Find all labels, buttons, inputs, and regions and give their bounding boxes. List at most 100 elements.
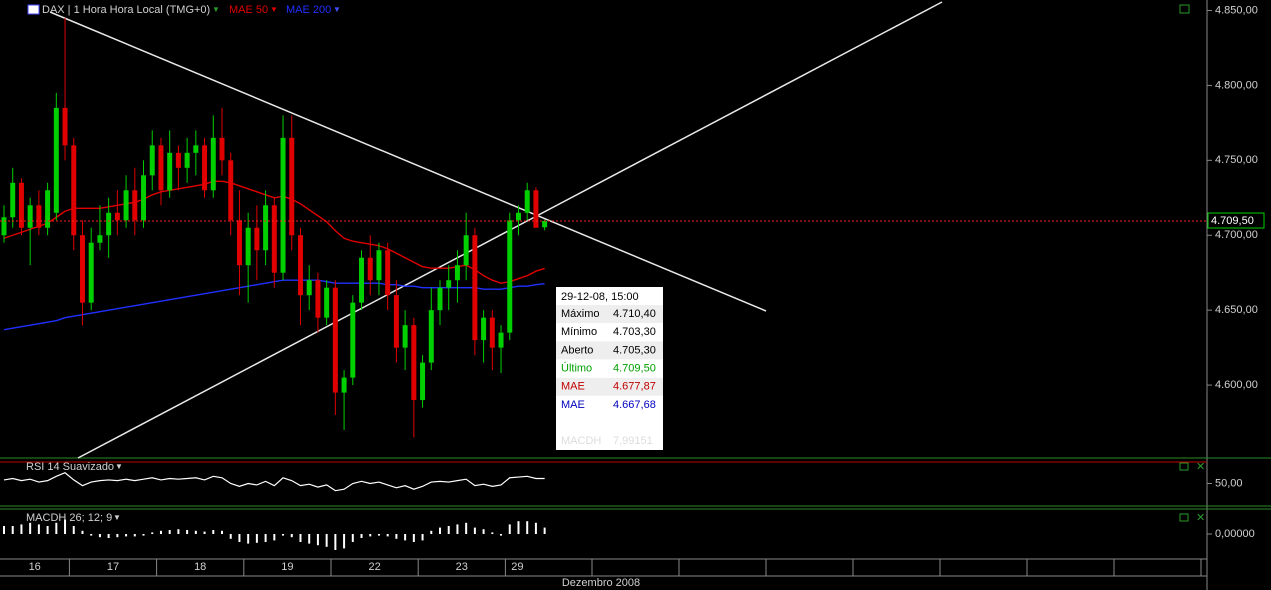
candle-body	[297, 235, 303, 296]
macd-bar	[404, 534, 407, 541]
macd-bar	[273, 534, 276, 541]
panel-button[interactable]	[1179, 462, 1189, 471]
macd-bar	[299, 534, 302, 542]
candle-body	[411, 325, 417, 401]
candle-body	[106, 212, 112, 236]
y-tick-label: 4.700,00	[1215, 229, 1258, 241]
legend-entry[interactable]: MAE 200	[286, 4, 331, 16]
tooltip-value: 4.667,68	[613, 399, 656, 411]
macd-bar	[534, 522, 537, 534]
macd-bar	[543, 527, 546, 534]
x-tick-label: 23	[456, 561, 468, 573]
y-tick-label: 4.850,00	[1215, 4, 1258, 16]
macd-bar	[473, 527, 476, 534]
macd-bar	[159, 530, 162, 534]
candle-body	[228, 160, 234, 221]
candle-body	[280, 137, 286, 273]
candle-body	[454, 265, 460, 281]
tooltip-row-bg	[556, 305, 663, 323]
candle-body	[45, 190, 51, 228]
tooltip-value: 4.710,40	[613, 308, 656, 320]
trend-line	[49, 11, 767, 312]
x-tick-label: 18	[194, 561, 206, 573]
tooltip-value: 4.703,30	[613, 326, 656, 338]
y-tick-label: 50,00	[1215, 477, 1243, 489]
candle-body	[27, 205, 33, 228]
macd-bar	[282, 534, 285, 536]
last-price-box	[1207, 212, 1265, 229]
tooltip-label: MAE	[561, 399, 585, 411]
legend-entry[interactable]: MAE 50	[229, 4, 268, 16]
macd-bar	[125, 534, 128, 537]
candle-body	[315, 280, 321, 318]
macd-bar	[229, 534, 232, 539]
candle-body	[79, 235, 85, 303]
dropdown-arrow[interactable]: ▼	[333, 5, 341, 14]
macd-bar	[308, 534, 311, 544]
panel-button[interactable]	[1179, 4, 1190, 14]
x-tick-label: 19	[281, 561, 293, 573]
tooltip-label: Mínimo	[561, 326, 597, 338]
dropdown-arrow[interactable]: ▼	[212, 5, 220, 14]
candle-body	[385, 250, 391, 296]
macd-bar	[456, 524, 459, 534]
macd-title[interactable]: MACDH 26; 12; 9	[26, 512, 112, 524]
chart-title[interactable]: DAX | 1 Hora Hora Local (TMG+0)	[42, 4, 210, 16]
macd-bar	[255, 534, 258, 543]
candle-body	[210, 137, 216, 191]
candle-body	[393, 295, 399, 348]
rsi-title[interactable]: RSI 14 Suavizado	[26, 461, 114, 473]
macd-bar	[343, 534, 346, 549]
tooltip-label: Aberto	[561, 344, 593, 356]
macd-bar	[212, 530, 215, 534]
tooltip-footer-value: 7,99151	[613, 435, 653, 447]
macd-bar	[465, 522, 468, 534]
macd-bar	[3, 526, 5, 534]
candle-body	[402, 325, 408, 348]
close-button[interactable]: ✕	[1196, 512, 1205, 524]
candle-body	[167, 152, 173, 191]
macd-bar	[116, 534, 119, 538]
dropdown-arrow[interactable]: ▼	[115, 462, 123, 471]
x-tick-label: 16	[29, 561, 41, 573]
panel-button[interactable]	[1179, 513, 1189, 522]
tooltip-time: 29-12-08, 15:00	[561, 291, 639, 303]
candle-body	[463, 235, 469, 266]
candle-body	[141, 175, 147, 221]
candle-body	[202, 145, 208, 191]
candle-body	[472, 235, 478, 341]
candle-body	[306, 280, 312, 296]
macd-bar	[526, 521, 529, 534]
tooltip-row-bg	[556, 341, 663, 360]
candle-body	[263, 205, 269, 251]
macd-bar	[177, 529, 180, 534]
candle-body	[289, 137, 295, 236]
candle-body	[515, 212, 521, 221]
macd-bar	[90, 534, 93, 536]
close-button[interactable]: ✕	[1196, 461, 1205, 473]
macd-bar	[247, 534, 250, 544]
candle-body	[533, 190, 539, 228]
candle-body	[62, 107, 68, 146]
macd-bar	[517, 521, 520, 534]
rsi-line	[3, 472, 545, 492]
last-price-label: 4.709,50	[1211, 215, 1254, 227]
dropdown-arrow[interactable]: ▼	[270, 5, 278, 14]
macd-bar	[133, 534, 136, 537]
candle-body	[158, 145, 164, 191]
macd-bar	[325, 534, 328, 547]
candle-body	[367, 257, 373, 281]
candle-body	[18, 182, 24, 228]
macd-bar	[334, 534, 337, 550]
macd-bar	[37, 524, 40, 534]
candle-body	[271, 205, 277, 273]
dropdown-arrow[interactable]: ▼	[113, 513, 121, 522]
y-tick-label: 4.650,00	[1215, 304, 1258, 316]
macd-bar	[238, 534, 241, 542]
candle-body	[446, 280, 452, 288]
macd-bar	[107, 534, 110, 538]
macd-bar	[500, 534, 503, 536]
macd-bar	[168, 530, 171, 534]
macd-bar	[482, 529, 485, 534]
macd-bar	[421, 534, 424, 541]
